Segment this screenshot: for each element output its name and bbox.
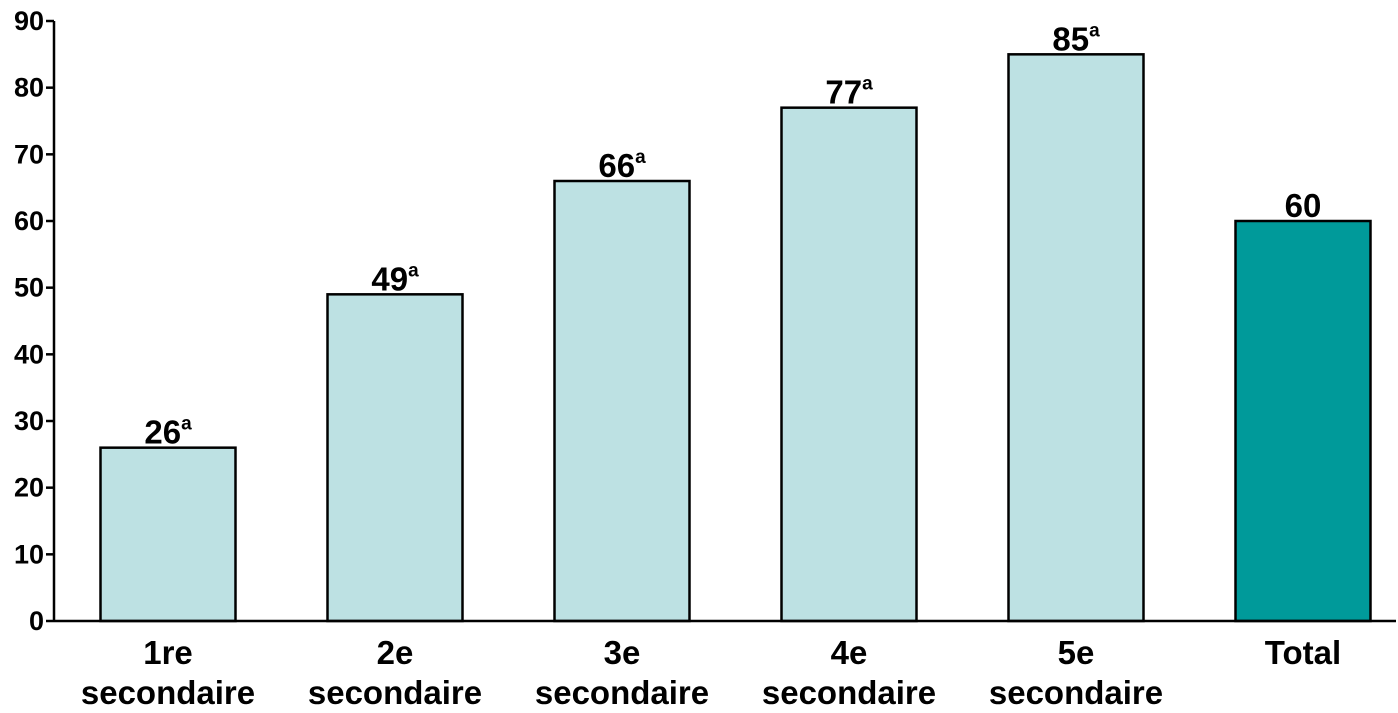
value-label: 49a (371, 260, 419, 297)
value-label-number: 66 (598, 147, 635, 184)
x-category-label: 5e (1058, 634, 1095, 671)
y-tick-label: 70 (14, 139, 44, 169)
bar-3 (553, 179, 691, 623)
x-category-label: 1re (143, 634, 193, 671)
y-tick-label: 60 (14, 206, 44, 236)
x-category-label: 4e (831, 634, 868, 671)
y-tick-label: 0 (29, 606, 44, 636)
y-tick-label: 50 (14, 273, 44, 303)
value-label-number: 60 (1285, 187, 1322, 224)
value-label-number: 85 (1052, 20, 1089, 57)
x-category-label: secondaire (535, 674, 709, 711)
y-tick-label: 10 (14, 539, 44, 569)
value-label-superscript: a (1089, 20, 1100, 41)
y-axis-ticks: 0 10 20 30 40 50 60 70 80 90 (14, 6, 54, 636)
x-category-label: 3e (604, 634, 641, 671)
value-label: 85a (1052, 20, 1100, 57)
bars (99, 53, 1372, 623)
value-label-superscript: a (862, 74, 873, 95)
x-category-label: secondaire (81, 674, 255, 711)
x-category-label: Total (1265, 634, 1341, 671)
bar-2 (326, 293, 464, 623)
y-tick-label: 20 (14, 473, 44, 503)
value-label: 77a (825, 74, 873, 111)
x-category-label: secondaire (989, 674, 1163, 711)
value-label: 60 (1285, 187, 1322, 224)
y-tick-label: 90 (14, 6, 44, 36)
bar-1 (99, 446, 237, 623)
x-category-label: secondaire (762, 674, 936, 711)
value-label-superscript: a (181, 414, 192, 435)
y-tick-label: 30 (14, 406, 44, 436)
value-label-number: 77 (825, 74, 862, 111)
value-label-number: 49 (371, 260, 408, 297)
value-label: 26a (144, 414, 192, 451)
bar-5 (1007, 53, 1145, 623)
x-axis-labels: 1resecondaire2esecondaire3esecondaire4es… (81, 634, 1341, 711)
value-label-number: 26 (144, 414, 181, 451)
value-label-superscript: a (408, 260, 419, 281)
x-category-label: 2e (377, 634, 414, 671)
y-tick-label: 40 (14, 339, 44, 369)
value-label-superscript: a (635, 147, 646, 168)
bar-4 (780, 106, 918, 623)
y-tick-label: 80 (14, 73, 44, 103)
value-label: 66a (598, 147, 646, 184)
x-category-label: secondaire (308, 674, 482, 711)
bar-total (1234, 219, 1372, 623)
